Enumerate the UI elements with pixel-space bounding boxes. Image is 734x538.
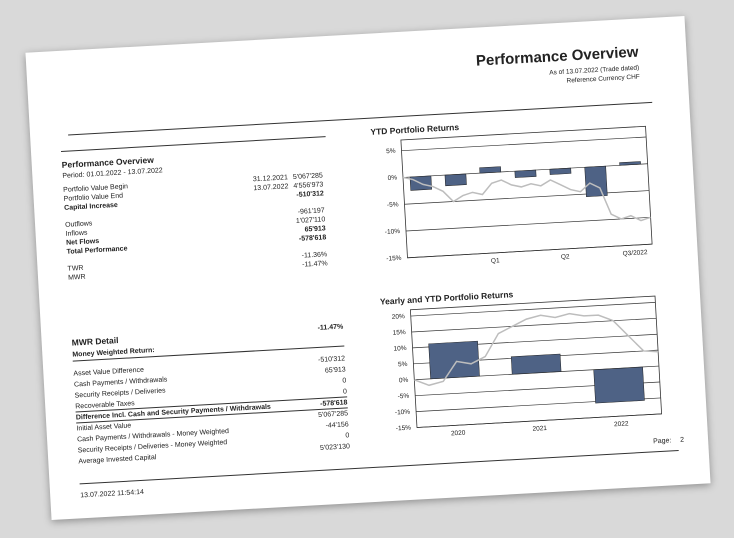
bar — [594, 367, 645, 403]
bar — [480, 167, 501, 174]
row-date: 31.12.2021 — [253, 174, 288, 183]
x-tick-label: 2020 — [451, 430, 466, 438]
row-label: Net Flows — [66, 238, 99, 247]
y-tick-label: -15% — [396, 425, 412, 433]
y-tick-label: -10% — [395, 409, 411, 417]
row-value: 65'913 — [304, 225, 325, 233]
y-tick-label: 0% — [399, 377, 409, 385]
x-tick-label: 2021 — [532, 425, 547, 433]
row-value: -11.47% — [302, 260, 328, 268]
footer-rule — [80, 450, 679, 484]
grid-line — [404, 191, 649, 205]
mwr-value: -11.47% — [317, 323, 343, 331]
y-tick-label: 10% — [393, 345, 407, 353]
row-label: Initial Asset Value — [76, 422, 131, 432]
currency: Reference Currency CHF — [566, 75, 640, 86]
section-title: MWR Detail — [71, 336, 118, 347]
row-value: -44'156 — [325, 421, 348, 429]
chart-title: YTD Portfolio Returns — [370, 122, 459, 137]
row-value: 65'913 — [325, 366, 346, 374]
y-tick-label: -10% — [385, 228, 401, 236]
y-tick-label: 15% — [392, 329, 406, 337]
y-tick-label: 0% — [387, 174, 397, 182]
screen: { "header":{"title":"Performance Overvie… — [0, 0, 734, 538]
row-value: 5'067'285 — [318, 410, 348, 419]
bar — [445, 174, 467, 186]
row-value: 5'067'285 — [293, 172, 323, 181]
grid-line — [411, 302, 656, 316]
row-value: -578'618 — [299, 234, 327, 243]
row-value: -510'312 — [296, 190, 324, 199]
row-label: Asset Value Difference — [73, 367, 144, 378]
row-date: 13.07.2022 — [253, 183, 288, 192]
bar — [429, 341, 480, 379]
section-title: Performance Overview — [62, 156, 154, 170]
row-value: 0 — [343, 388, 347, 395]
row-label: Outflows — [65, 220, 93, 229]
row-value: 0 — [345, 432, 349, 439]
y-tick-label: 5% — [398, 361, 408, 369]
row-value: -510'312 — [318, 355, 345, 363]
row-label: Capital Increase — [64, 202, 118, 212]
x-tick-label: Q3/2022 — [622, 249, 648, 257]
x-tick-label: 2022 — [614, 420, 629, 428]
plot-frame — [401, 126, 652, 257]
row-label: Security Receipts / Deliveries — [74, 387, 165, 399]
page-number: 2 — [680, 437, 684, 444]
row-value: 5'023'130 — [320, 443, 350, 452]
bar — [550, 168, 571, 175]
chart: Yearly and YTD Portfolio Returns 20% 15% 10… — [375, 279, 673, 451]
y-tick-label: 5% — [386, 148, 396, 156]
row-label: Cash Payments / Withdrawals — [74, 376, 168, 388]
bar — [515, 170, 536, 178]
bar — [585, 166, 608, 197]
x-tick-label: Q1 — [491, 257, 500, 264]
bar — [511, 354, 561, 374]
row-value: -961'197 — [298, 207, 325, 215]
timestamp: 13.07.2022 11:54:14 — [80, 489, 144, 500]
y-tick-label: 20% — [392, 313, 406, 321]
section-rule — [61, 136, 326, 152]
chart-title: Yearly and YTD Portfolio Returns — [380, 289, 514, 306]
grid-line — [412, 318, 657, 332]
row-label: Average Invested Capital — [78, 454, 156, 465]
bar — [620, 161, 641, 165]
y-tick-label: -5% — [397, 393, 409, 401]
y-tick-label: -15% — [386, 255, 402, 263]
y-tick-label: -5% — [387, 201, 399, 209]
grid-line — [402, 137, 647, 151]
page-label: Page: — [653, 437, 672, 445]
row-value: 0 — [342, 377, 346, 384]
chart: YTD Portfolio Returns 5% 0% -5% -10% -15% Q1 Q2… — [365, 110, 663, 282]
grid-line — [406, 217, 651, 231]
row-label: Total Performance — [66, 245, 127, 255]
x-tick-label: Q2 — [561, 253, 570, 260]
row-label: TWR — [67, 265, 83, 273]
row-value: 1'027'110 — [296, 216, 326, 225]
row-value: 4'556'973 — [293, 181, 323, 190]
row-value: -11.36% — [301, 251, 327, 259]
row-label: Inflows — [65, 230, 87, 238]
period: Period: 01.01.2022 - 13.07.2022 — [62, 167, 163, 180]
row-label: MWR — [68, 274, 86, 282]
